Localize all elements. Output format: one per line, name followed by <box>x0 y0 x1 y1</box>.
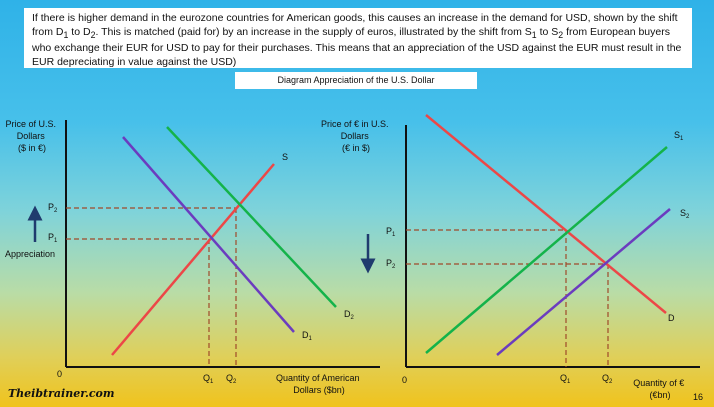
left-supply-label: S <box>282 152 288 162</box>
explanation-text: from European buyers who exchange their … <box>32 25 682 68</box>
right-chart: Price of € in U.S. Dollars (€ in $) Quan… <box>321 114 700 400</box>
left-price-p1-label: P1 <box>48 232 58 244</box>
explanation-text-box: If there is higher demand in the eurozon… <box>24 8 692 68</box>
diagram-title: Diagram Appreciation of the U.S. Dollar <box>235 72 477 89</box>
left-demand-d1-curve <box>122 136 295 333</box>
right-demand-label: D <box>668 313 675 323</box>
explanation-text: to S <box>536 25 559 38</box>
subscript: 2 <box>558 29 564 40</box>
subscript: 1 <box>531 29 537 40</box>
subscript: 1 <box>63 29 69 40</box>
left-price-p2-label: P2 <box>48 202 58 214</box>
explanation-text: If there is higher demand in the eurozon… <box>32 12 678 38</box>
brand-logo: Theibtrainer.com <box>8 387 115 400</box>
right-price-p1-label: P1 <box>386 226 396 238</box>
right-quantity-q2-label: Q2 <box>602 373 613 385</box>
appreciation-label: Appreciation <box>5 249 55 259</box>
left-d2-label: D2 <box>344 309 355 321</box>
right-supply-s2-curve <box>496 208 671 356</box>
left-origin-label: 0 <box>57 369 62 379</box>
explanation-text: to D <box>68 25 91 38</box>
right-x-axis-label: Quantity of € (€bn) <box>633 378 687 400</box>
right-origin-label: 0 <box>402 375 407 385</box>
subscript: 2 <box>90 29 96 40</box>
left-quantity-q2-label: Q2 <box>226 373 237 385</box>
right-s1-label: S1 <box>674 130 684 142</box>
left-chart: Price of U.S. Dollars ($ in €) Quantity … <box>5 119 380 395</box>
right-supply-s1-curve <box>425 146 668 354</box>
left-demand-d2-curve <box>166 126 337 308</box>
right-demand-curve <box>425 114 667 314</box>
left-supply-curve <box>111 163 275 356</box>
left-x-axis-label: Quantity of American Dollars ($bn) <box>276 373 362 395</box>
left-quantity-q1-label: Q1 <box>203 373 214 385</box>
left-y-axis-label: Price of U.S. Dollars ($ in €) <box>5 119 58 153</box>
right-s2-label: S2 <box>680 208 690 220</box>
right-price-p2-label: P2 <box>386 258 396 270</box>
page-number: 16 <box>693 392 703 402</box>
right-y-axis-label: Price of € in U.S. Dollars (€ in $) <box>321 119 391 153</box>
explanation-text: . This is matched (paid for) by an incre… <box>95 25 532 38</box>
left-d1-label: D1 <box>302 330 313 342</box>
right-quantity-q1-label: Q1 <box>560 373 571 385</box>
